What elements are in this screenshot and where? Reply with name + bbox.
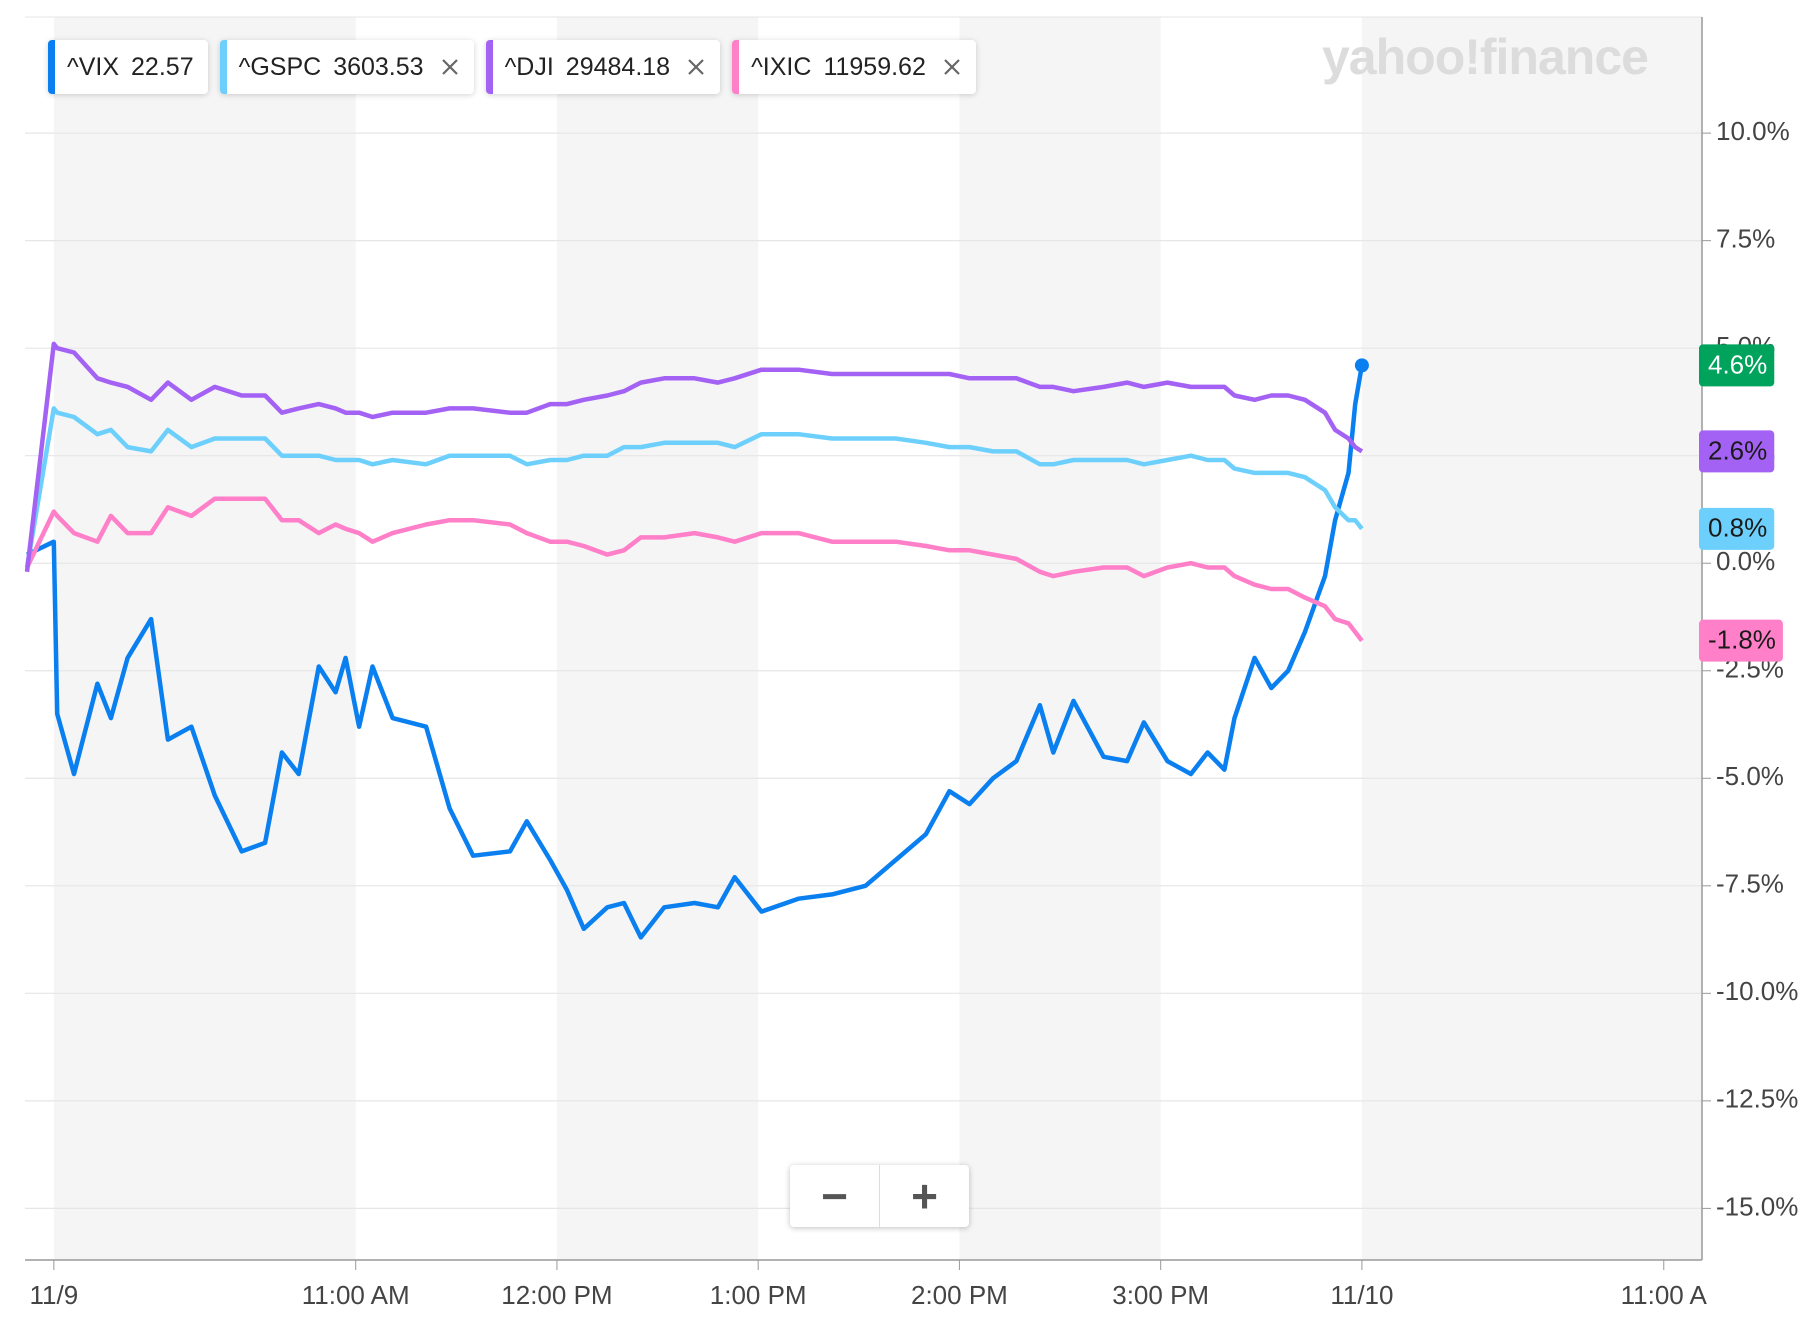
series-line: [24, 341, 1364, 573]
zoom-controls: − +: [790, 1165, 969, 1227]
badge-bg: [1699, 619, 1783, 662]
badge-bg: [1699, 344, 1775, 387]
x-tick-label: 2:00 PM: [911, 1280, 1008, 1310]
legend-chip: ^DJI 29484.18: [485, 40, 721, 94]
y-tick-label: -15.0%: [1716, 1191, 1798, 1221]
x-tick-label: 11/10: [1330, 1280, 1393, 1310]
badge-label: 2.6%: [1708, 435, 1767, 465]
end-badge: 0.8%: [1699, 507, 1775, 550]
x-tick-label: 12:00 PM: [501, 1280, 612, 1310]
series-line: [24, 496, 1364, 643]
y-tick-label: -10.0%: [1716, 976, 1798, 1006]
remove-icon: [944, 59, 960, 75]
badge-label: 4.6%: [1708, 349, 1767, 379]
legend-name: ^DJI: [504, 52, 554, 81]
x-tick-label: 3:00 PM: [1112, 1280, 1209, 1310]
legend-price: 22.57: [131, 52, 194, 81]
legend: ^VIX 22.57 ^GSPC 3603.53 ^DJI 29484.18 ^IXIC 11…: [48, 40, 976, 94]
legend-name: ^GSPC: [238, 52, 322, 81]
badge-label: 0.8%: [1708, 513, 1767, 543]
legend-price: 11959.62: [823, 52, 926, 81]
legend-name: ^IXIC: [751, 52, 812, 81]
x-tick-label: 1:00 PM: [710, 1280, 807, 1310]
legend-name: ^VIX: [67, 52, 120, 81]
remove-button[interactable]: [440, 57, 460, 77]
x-tick-label: 11:00 AM: [302, 1280, 410, 1310]
session-band: [959, 17, 1161, 1260]
end-badge: -1.8%: [1699, 619, 1783, 662]
badge-bg: [1699, 507, 1775, 550]
y-tick-label: 0.0%: [1716, 546, 1775, 576]
y-tick-label: -12.5%: [1716, 1084, 1798, 1114]
remove-button[interactable]: [686, 57, 706, 77]
y-tick-label: 10.0%: [1716, 116, 1790, 146]
series-line: [26, 365, 1365, 940]
session-band: [556, 17, 759, 1260]
remove-button[interactable]: [942, 57, 962, 77]
badge-bg: [1699, 430, 1775, 473]
legend-chip: ^IXIC 11959.62: [732, 40, 976, 94]
session-band: [1361, 17, 1702, 1260]
session-band: [53, 17, 356, 1260]
x-tick-label: 11/9: [30, 1280, 79, 1310]
y-tick-label: -7.5%: [1716, 869, 1784, 899]
legend-chip: ^GSPC 3603.53: [219, 40, 474, 94]
legend-price: 29484.18: [565, 52, 671, 81]
badge-label: -1.8%: [1708, 625, 1776, 655]
legend-price: 3603.53: [333, 52, 424, 81]
end-badge: 2.6%: [1699, 430, 1775, 473]
watermark: yahoo!finance: [1322, 29, 1649, 85]
end-marker: [1354, 358, 1369, 373]
remove-icon: [688, 59, 704, 75]
x-tick-label: 11:00 A: [1621, 1280, 1708, 1310]
zoom-button[interactable]: −: [821, 1170, 848, 1222]
y-tick-label: -5.0%: [1716, 761, 1784, 791]
y-tick-label: 7.5%: [1716, 224, 1775, 254]
series-line: [24, 406, 1364, 568]
zoom-button[interactable]: +: [879, 1165, 969, 1227]
legend-chip: ^VIX 22.57: [48, 40, 208, 94]
remove-icon: [441, 59, 458, 75]
end-badge: 4.6%: [1699, 344, 1775, 387]
